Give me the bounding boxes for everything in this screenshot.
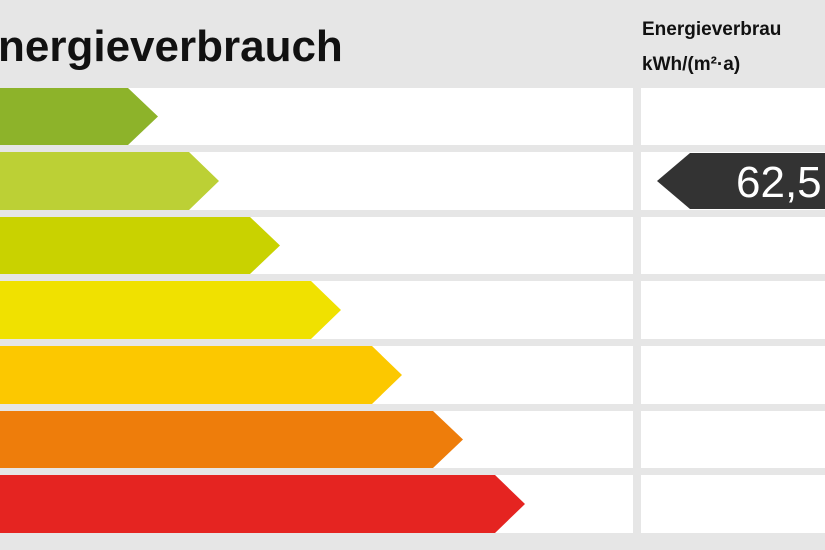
- indicator-value: 62,5: [736, 158, 822, 207]
- class-arrow: [0, 152, 219, 210]
- column-title: Energieverbrau: [642, 19, 781, 40]
- row-background: [641, 217, 825, 274]
- row-background: [641, 281, 825, 339]
- class-arrow: [0, 88, 158, 145]
- row-background: [641, 346, 825, 404]
- indicator-arrow: [657, 153, 825, 209]
- title: nergieverbrauch: [0, 22, 343, 71]
- row-background: [641, 411, 825, 468]
- row-background: [641, 475, 825, 533]
- class-arrow: [0, 346, 402, 404]
- class-arrow: [0, 411, 463, 468]
- unit-label: kWh/(m²·a): [642, 54, 740, 75]
- class-arrows: [0, 88, 525, 533]
- row-background: [641, 88, 825, 145]
- class-arrow: [0, 475, 525, 533]
- class-arrow: [0, 281, 341, 339]
- class-arrow: [0, 217, 280, 274]
